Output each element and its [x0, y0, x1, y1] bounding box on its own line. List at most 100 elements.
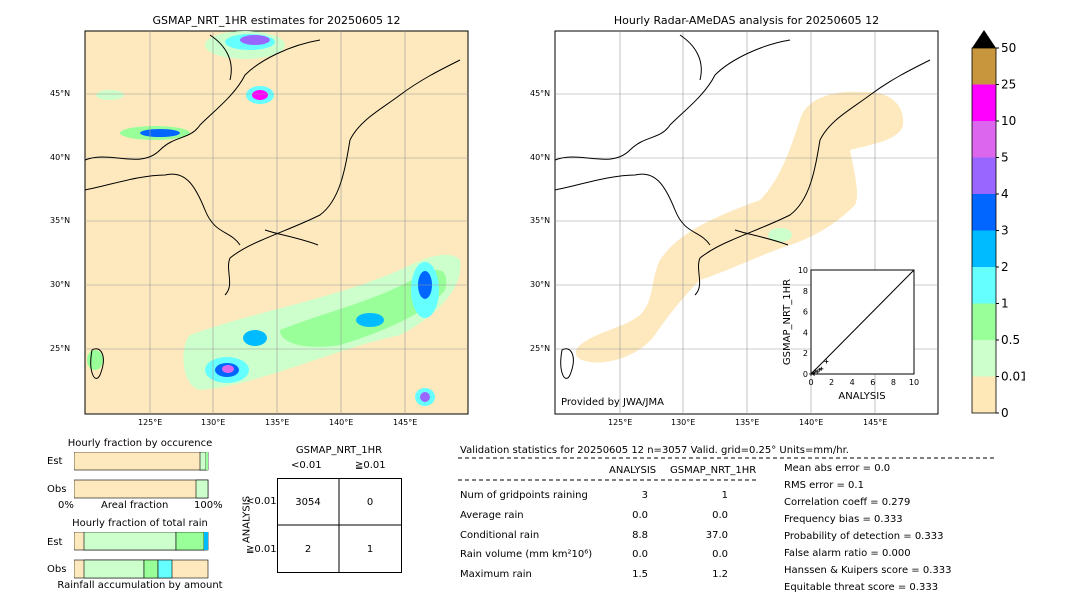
left-map-grid: [85, 31, 468, 414]
contingency-cell-10: 2: [304, 544, 312, 555]
analysis-coverage-area: [575, 91, 904, 363]
left-lon-140: 140°E: [329, 418, 354, 427]
score-line: Hanssen & Kuipers score = 0.333: [784, 565, 952, 576]
score-line: RMS error = 0.1: [784, 480, 864, 491]
scatter-point: [819, 366, 824, 371]
stat-analysis: 1.5: [632, 569, 648, 580]
score-line: Probability of detection = 0.333: [784, 531, 944, 542]
stat-analysis: 8.8: [632, 530, 648, 541]
score-line: Frequency bias = 0.333: [784, 514, 903, 525]
scatter-points: [809, 359, 829, 376]
right-lon-130: 130°E: [671, 418, 696, 427]
total-rain-bars: [74, 532, 209, 579]
right-lat-45: 45°N: [530, 89, 551, 98]
total-rain-title: Hourly fraction of total rain: [72, 518, 208, 529]
colorbar-label: 50: [1001, 41, 1016, 55]
left-lat-40: 40°N: [50, 153, 71, 162]
occurrence-xlabel: Areal fraction: [101, 500, 169, 511]
left-lat-45: 45°N: [50, 89, 71, 98]
right-lat-35: 35°N: [530, 216, 551, 225]
right-lat-40: 40°N: [530, 153, 551, 162]
occurrence-bar-est-rain2: [206, 452, 208, 470]
validation-col-analysis: ANALYSIS: [609, 465, 657, 476]
stat-gsmap: 1: [721, 490, 728, 501]
total-rain-est-seg1: [83, 532, 177, 551]
scatter-point: [815, 369, 820, 374]
occurrence-bar-obs: [74, 479, 209, 499]
scatter-ytick: 10: [798, 266, 808, 275]
validation-dividers: [458, 457, 996, 481]
contingency-cell-00: 3054: [295, 497, 321, 508]
colorbar: 50 25 10 5 4 3 2 1 0.5 0.01 0: [971, 30, 1025, 420]
colorbar-swatch: [972, 194, 996, 231]
scatter-ticks: 00 2 2 4 4 6 6 8 8 10 10: [798, 266, 919, 387]
contingency-cell-11: 1: [366, 544, 374, 555]
total-rain-est-seg2: [175, 532, 205, 551]
occurrence-x-100: 100%: [194, 500, 223, 511]
stat-analysis: 0.0: [632, 510, 648, 521]
stat-gsmap: 0.0: [712, 510, 728, 521]
occurrence-row-est: Est: [47, 456, 63, 467]
occurrence-bars: [74, 452, 209, 499]
occurrence-x-0: 0%: [58, 500, 74, 511]
left-lon-135: 135°E: [265, 418, 290, 427]
stat-gsmap: 37.0: [705, 530, 728, 541]
right-lat-30: 30°N: [530, 280, 551, 289]
right-map-coastlines: [554, 34, 931, 379]
stat-analysis: 0.0: [632, 549, 648, 560]
total-rain-row-obs: Obs: [47, 564, 67, 575]
scatter-point: [824, 359, 829, 364]
left-map: [84, 30, 469, 415]
colorbar-extend-arrow: [972, 30, 996, 48]
contingency-col-0: <0.01: [291, 460, 322, 471]
inset-scatter: 00 2 2 4 4 6 6 8 8 10 10 ANALYSIS GSMAP_NRT_1HR: [782, 266, 919, 402]
scatter-xtick: 8: [891, 378, 896, 387]
scatter-ytick: 4: [803, 328, 808, 337]
rain-area: [243, 330, 267, 346]
scatter-ytick: 2: [803, 349, 808, 358]
total-rain-obs-seg2: [143, 559, 159, 579]
colorbar-swatch: [972, 84, 996, 121]
total-rain-xlabel: Rainfall accumulation by amount: [57, 580, 223, 591]
colorbar-swatch: [972, 303, 996, 340]
stat-label: Rain volume (mm km²10⁶): [460, 549, 593, 560]
stat-label: Conditional rain: [460, 530, 540, 541]
scatter-ytick: 0: [803, 370, 808, 379]
score-line: Correlation coeff = 0.279: [784, 497, 911, 508]
occurrence-title: Hourly fraction by occurence: [67, 438, 213, 449]
right-lon-125: 125°E: [608, 418, 633, 427]
rain-area: [356, 313, 384, 327]
total-rain-est-seg3: [204, 532, 208, 550]
colorbar-label: 0.01: [1001, 370, 1025, 384]
colorbar-label: 2: [1001, 260, 1009, 274]
contingency-cell-01: 0: [366, 497, 374, 508]
scatter-xtick: 2: [829, 378, 834, 387]
right-lon-140: 140°E: [799, 418, 824, 427]
colorbar-swatch: [972, 121, 996, 158]
scatter-xlabel: ANALYSIS: [838, 391, 885, 402]
colorbar-swatch: [972, 48, 996, 85]
scatter-point: [817, 367, 822, 372]
left-lon-125: 125°E: [138, 418, 163, 427]
colorbar-label: 0.5: [1001, 333, 1020, 347]
occurrence-bar-est-rain: [199, 452, 207, 471]
stat-label: Average rain: [460, 510, 524, 521]
stat-gsmap: 1.2: [712, 569, 728, 580]
occurrence-row-obs: Obs: [47, 484, 67, 495]
colorbar-label: 5: [1001, 151, 1009, 165]
rain-area: [420, 392, 430, 402]
contingency-row-0: <0.01: [246, 496, 277, 507]
validation-col-gsmap: GSMAP_NRT_1HR: [670, 465, 757, 476]
colorbar-swatch: [972, 230, 996, 267]
right-lon-135: 135°E: [735, 418, 760, 427]
right-lon-145: 145°E: [863, 418, 888, 427]
left-lat-25: 25°N: [50, 344, 71, 353]
colorbar-label: 10: [1001, 114, 1016, 128]
rain-area: [768, 228, 792, 242]
right-lat-25: 25°N: [530, 344, 551, 353]
colorbar-label: 3: [1001, 224, 1009, 238]
score-line: Mean abs error = 0.0: [784, 463, 891, 474]
diagonal-line: [810, 269, 915, 375]
scatter-xtick: 6: [870, 378, 875, 387]
total-rain-row-est: Est: [47, 537, 63, 548]
